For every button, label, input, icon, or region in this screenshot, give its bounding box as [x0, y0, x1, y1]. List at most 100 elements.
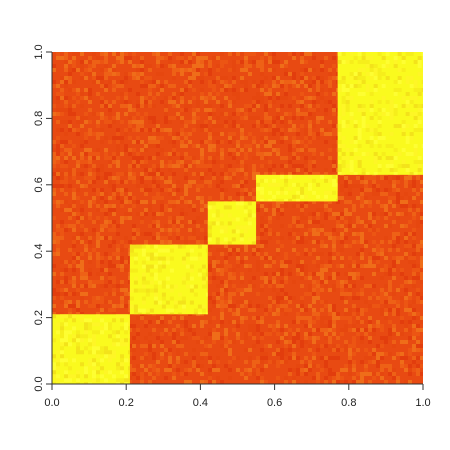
- heatmap-cell: [76, 132, 80, 136]
- heatmap-block-cell: [409, 52, 414, 56]
- heatmap-cell: [140, 212, 144, 216]
- heatmap-cell: [224, 344, 228, 348]
- heatmap-cell: [388, 188, 392, 192]
- y-tick-label: 1.0: [33, 44, 45, 59]
- heatmap-cell: [276, 116, 280, 120]
- heatmap-cell: [348, 232, 352, 236]
- heatmap-cell: [220, 80, 224, 84]
- heatmap-cell: [184, 324, 188, 328]
- heatmap-cell: [72, 224, 76, 228]
- heatmap-cell: [132, 180, 136, 184]
- heatmap-cell: [296, 304, 300, 308]
- heatmap-cell: [108, 124, 112, 128]
- heatmap-cell: [156, 196, 160, 200]
- heatmap-cell: [136, 68, 140, 72]
- heatmap-cell: [276, 284, 280, 288]
- heatmap-cell: [316, 280, 320, 284]
- heatmap-cell: [268, 216, 272, 220]
- heatmap-cell: [200, 128, 204, 132]
- heatmap-cell: [384, 304, 388, 308]
- heatmap-cell: [312, 220, 316, 224]
- heatmap-cell: [272, 232, 276, 236]
- heatmap-cell: [88, 260, 92, 264]
- heatmap-block-cell: [197, 252, 202, 257]
- heatmap-cell: [304, 248, 308, 252]
- heatmap-cell: [108, 176, 112, 180]
- heatmap-cell: [324, 364, 328, 368]
- heatmap-cell: [240, 320, 244, 324]
- heatmap-cell: [332, 144, 336, 148]
- heatmap-cell: [276, 208, 280, 212]
- heatmap-cell: [320, 80, 324, 84]
- heatmap-cell: [324, 236, 328, 240]
- heatmap-block-cell: [120, 370, 124, 375]
- heatmap-block-cell: [349, 72, 354, 76]
- heatmap-cell: [132, 108, 136, 112]
- heatmap-cell: [288, 268, 292, 272]
- heatmap-cell: [60, 228, 64, 232]
- heatmap-cell: [264, 240, 268, 244]
- heatmap-cell: [328, 340, 332, 344]
- heatmap-cell: [168, 64, 172, 68]
- heatmap-cell: [344, 348, 348, 352]
- heatmap-cell: [60, 260, 64, 264]
- heatmap-cell: [160, 228, 164, 232]
- heatmap-cell: [312, 352, 316, 356]
- heatmap-block-cell: [341, 112, 346, 116]
- heatmap-block-cell: [64, 378, 68, 383]
- heatmap-cell: [60, 112, 64, 116]
- heatmap-block-cell: [189, 288, 194, 293]
- heatmap-cell: [268, 228, 272, 232]
- heatmap-cell: [76, 300, 80, 304]
- heatmap-cell: [412, 332, 416, 336]
- heatmap-cell: [100, 192, 104, 196]
- heatmap-block-cell: [365, 60, 370, 64]
- heatmap-cell: [80, 204, 84, 208]
- heatmap-block-cell: [153, 296, 158, 301]
- heatmap-cell: [120, 188, 124, 192]
- heatmap-block-cell: [373, 172, 378, 175]
- heatmap-cell: [112, 196, 116, 200]
- heatmap-cell: [288, 160, 292, 164]
- heatmap-cell: [76, 304, 80, 308]
- heatmap-cell: [320, 280, 324, 284]
- heatmap-cell: [164, 108, 168, 112]
- heatmap-cell: [304, 68, 308, 72]
- heatmap-cell: [88, 100, 92, 104]
- heatmap-cell: [236, 192, 240, 196]
- heatmap-block-cell: [64, 338, 68, 343]
- heatmap-cell: [300, 308, 304, 312]
- heatmap-cell: [332, 248, 336, 252]
- heatmap-cell: [140, 72, 144, 76]
- heatmap-block-cell: [153, 300, 158, 305]
- heatmap-block-cell: [349, 116, 354, 120]
- heatmap-block-cell: [84, 318, 88, 323]
- heatmap-block-cell: [205, 280, 208, 285]
- heatmap-cell: [228, 168, 232, 172]
- heatmap-cell: [260, 348, 264, 352]
- heatmap-cell: [88, 244, 92, 248]
- heatmap-cell: [188, 104, 192, 108]
- heatmap-cell: [288, 144, 292, 148]
- heatmap-cell: [96, 256, 100, 260]
- heatmap-cell: [256, 372, 260, 376]
- heatmap-cell: [100, 188, 104, 192]
- heatmap-cell: [116, 172, 120, 176]
- heatmap-cell: [168, 364, 172, 368]
- heatmap-cell: [244, 300, 248, 304]
- heatmap-cell: [404, 176, 408, 180]
- heatmap-cell: [392, 244, 396, 248]
- heatmap-block-cell: [153, 288, 158, 293]
- heatmap-block-cell: [185, 252, 190, 257]
- heatmap-cell: [160, 148, 164, 152]
- heatmap-cell: [208, 320, 212, 324]
- heatmap-cell: [356, 312, 360, 316]
- heatmap-cell: [352, 368, 356, 372]
- heatmap-cell: [368, 200, 372, 204]
- heatmap-cell: [68, 208, 72, 212]
- heatmap-cell: [288, 260, 292, 264]
- heatmap-cell: [216, 296, 220, 300]
- heatmap-cell: [256, 376, 260, 380]
- heatmap-cell: [188, 132, 192, 136]
- heatmap-block-cell: [173, 284, 178, 289]
